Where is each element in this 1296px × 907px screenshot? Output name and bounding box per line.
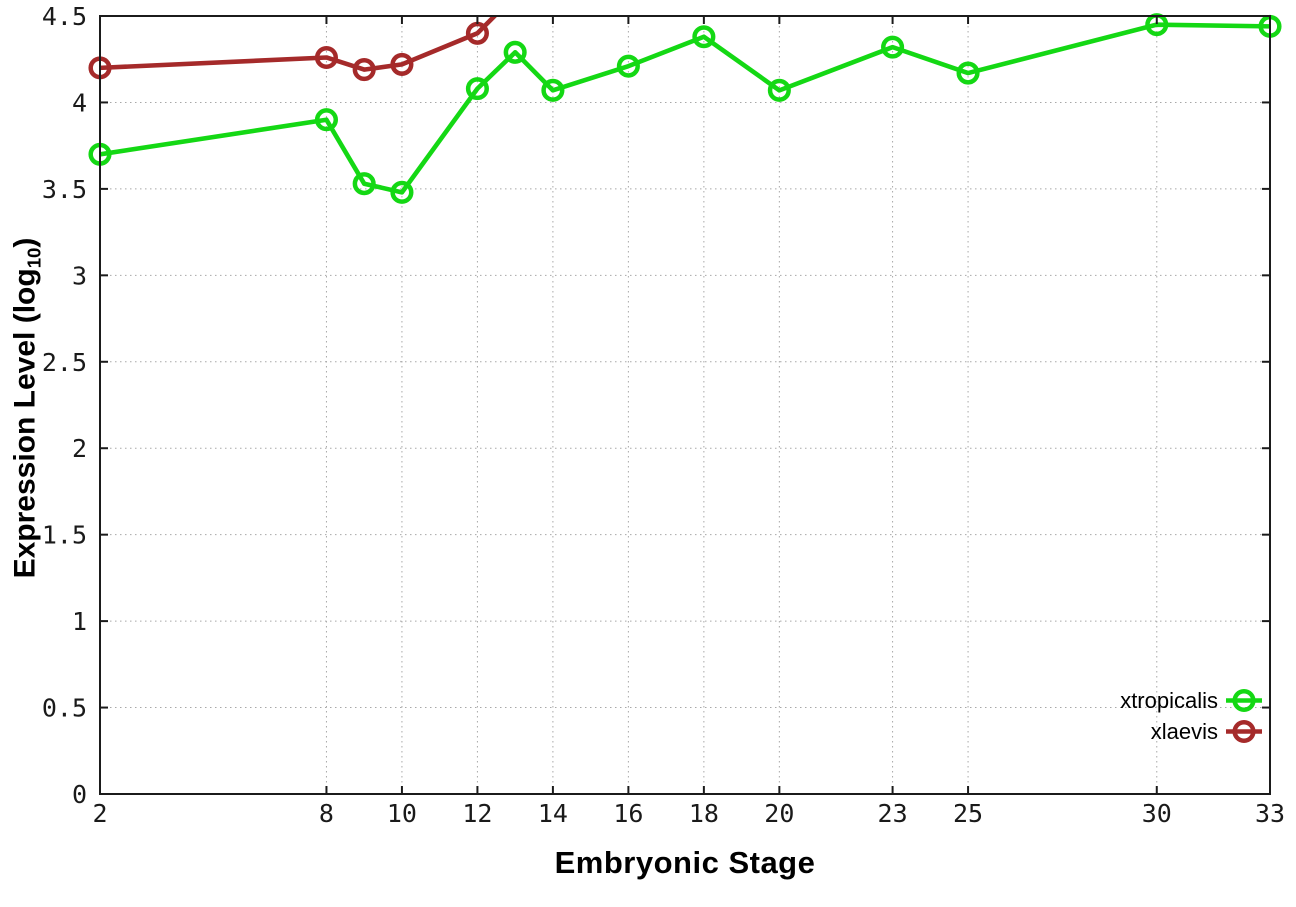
x-tick-label: 14 [538,799,568,828]
legend-sample-xtropicalis [1226,688,1262,713]
data-point-xlaevis [352,58,376,82]
y-axis-title: Expression Level (log10) [9,238,46,579]
y-tick-label: 3.5 [42,175,87,204]
legend-marker-sample [1232,719,1256,744]
y-tick-label: 0 [72,780,87,809]
x-tick-label: 18 [689,799,719,828]
x-tick-label: 8 [319,799,334,828]
plot-border [99,15,1271,795]
x-tick-label: 20 [764,799,794,828]
x-tick-label: 2 [92,799,107,828]
grid [99,15,1271,795]
x-tick-label: 10 [387,799,417,828]
legend-sample-xlaevis [1226,719,1262,744]
data-point-xtropicalis [314,108,339,132]
y-tick-labels: 0 0.5 1 1.5 2 2.5 3 3.5 4 4.5 [42,2,87,809]
tick-marks [99,15,1271,795]
legend-label-xtropicalis: xtropicalis [1120,688,1218,713]
y-tick-label: 4 [72,88,87,117]
y-tick-label: 1.5 [42,521,87,550]
legend: xtropicalis xlaevis [1120,685,1263,747]
legend-item-xtropicalis: xtropicalis [1120,685,1263,716]
data-point-xtropicalis [390,180,414,204]
legend-item-xlaevis: xlaevis [1120,716,1263,747]
legend-label-xlaevis: xlaevis [1150,719,1218,744]
x-tick-label: 25 [953,799,983,828]
y-tick-label: 1 [72,607,87,636]
y-tick-label: 3 [72,261,87,290]
data-point-xtropicalis [767,78,791,102]
y-tick-label: 2.5 [42,348,87,377]
y-axis-title-text: Expression Level (log [8,268,42,579]
data-point-xlaevis [390,52,414,76]
series-line-xtropicalis [100,22,1270,195]
data-point-xtropicalis [541,78,565,102]
x-axis-title: Embryonic Stage [554,845,816,880]
x-tick-label: 30 [1142,799,1172,828]
y-tick-label: 0.5 [42,694,87,723]
data-point-xtropicalis [465,77,489,101]
data-point-xtropicalis [692,25,716,49]
data-point-xtropicalis [503,40,527,64]
data-point-xtropicalis [881,35,905,59]
x-tick-label: 33 [1255,799,1285,828]
data-point-xtropicalis [616,54,640,78]
data-point-xtropicalis [956,61,980,85]
x-tick-label: 12 [462,799,492,828]
legend-marker-sample [1232,688,1256,713]
data-point-xtropicalis [352,172,376,196]
x-tick-label: 23 [878,799,908,828]
x-tick-label: 16 [613,799,643,828]
y-tick-label: 4.5 [42,2,87,31]
y-tick-label: 2 [72,434,87,463]
series-markers-xlaevis [88,21,489,82]
y-axis-title-close: ) [8,237,42,248]
data-point-xlaevis [314,45,339,70]
x-tick-labels: 2 8 10 12 14 16 18 20 23 25 30 33 [92,799,1285,828]
series-line-xlaevis [100,16,498,72]
y-axis-title-subscript: 10 [23,247,45,269]
